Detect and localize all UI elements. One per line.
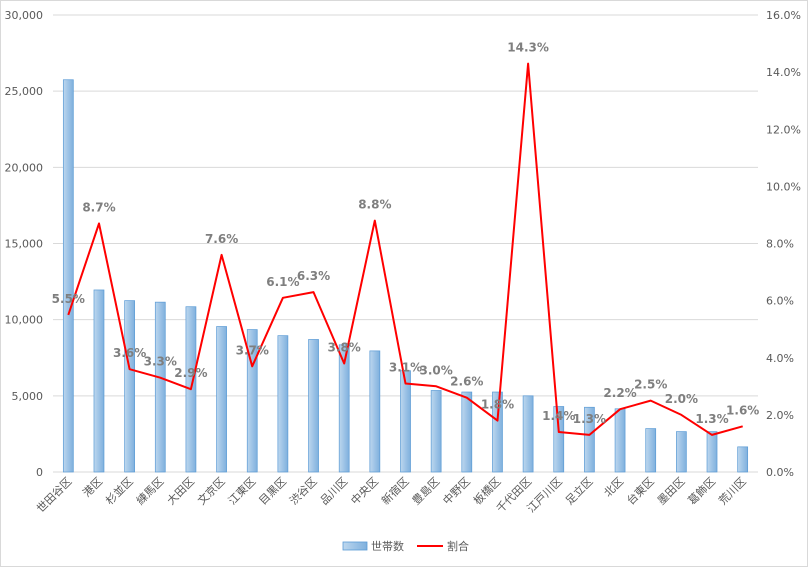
bar xyxy=(400,370,411,473)
category-label: 世田谷区 xyxy=(34,475,74,515)
left-tick-label: 10,000 xyxy=(5,314,44,327)
bar xyxy=(614,408,626,473)
right-tick-label: 14.0% xyxy=(766,66,801,79)
category-label: 北区 xyxy=(601,475,626,500)
data-label: 2.2% xyxy=(603,386,636,400)
bar xyxy=(369,350,381,473)
right-tick-label: 12.0% xyxy=(766,123,801,136)
left-tick-label: 5,000 xyxy=(12,390,44,403)
bar xyxy=(737,446,749,473)
data-label: 1.4% xyxy=(542,409,575,423)
left-tick-label: 0 xyxy=(36,466,43,479)
category-label: 江東区 xyxy=(226,475,259,508)
bar xyxy=(522,395,534,473)
data-label: 8.8% xyxy=(358,198,391,212)
right-tick-label: 8.0% xyxy=(766,238,794,251)
data-label: 2.5% xyxy=(634,378,667,392)
category-label: 品川区 xyxy=(318,475,351,508)
bar xyxy=(277,335,289,473)
data-label: 6.3% xyxy=(297,269,330,283)
right-tick-label: 4.0% xyxy=(766,352,794,365)
data-label: 2.6% xyxy=(450,375,483,389)
gridlines xyxy=(53,14,758,473)
bar xyxy=(93,289,105,473)
data-label: 3.7% xyxy=(236,343,269,357)
bar xyxy=(216,326,227,473)
bar-series xyxy=(62,79,749,473)
right-tick-label: 0.0% xyxy=(766,466,794,479)
bar xyxy=(338,344,350,473)
category-label: 葛飾区 xyxy=(686,475,719,508)
data-label: 2.9% xyxy=(174,366,207,380)
data-labels: 5.5% 8.7% 3.6%3.3%2.9% 7.6% 3.7% 6.1%6.3% 3.8%… xyxy=(52,41,760,426)
bar xyxy=(154,301,166,473)
category-label: 墨田区 xyxy=(655,475,688,508)
category-label: 練馬区 xyxy=(133,474,166,507)
category-label: 台東区 xyxy=(624,474,657,507)
line-series xyxy=(67,62,743,436)
left-axis: 0 5,000 10,000 15,000 20,000 25,000 30,000 xyxy=(5,9,44,479)
category-label: 文京区 xyxy=(194,474,227,507)
bar xyxy=(461,391,473,473)
left-tick-label: 15,000 xyxy=(5,238,44,251)
legend-bar-swatch xyxy=(342,541,368,551)
right-tick-label: 6.0% xyxy=(766,295,794,308)
legend-bar-label: 世帯数 xyxy=(371,540,404,553)
right-axis: 0.0% 2.0% 4.0% 6.0% 8.0% 10.0% 12.0% 14.0% 16.0% xyxy=(766,9,801,479)
category-axis: 世田谷区 港区杉並区練馬区大田区文京区江東区目黒区渋谷区品川区中央区新宿区豊島区中… xyxy=(34,474,749,515)
data-label: 1.3% xyxy=(695,412,728,426)
data-label: 3.6% xyxy=(113,346,146,360)
data-label: 1.8% xyxy=(481,398,514,412)
left-tick-label: 20,000 xyxy=(5,161,44,174)
data-label: 3.0% xyxy=(420,363,453,377)
category-label: 新宿区 xyxy=(378,474,411,507)
category-label: 荒川区 xyxy=(716,475,749,508)
category-label: 杉並区 xyxy=(103,474,136,507)
category-label: 港区 xyxy=(80,475,105,500)
data-label: 3.8% xyxy=(328,340,361,354)
data-label: 3.3% xyxy=(144,355,177,369)
bar xyxy=(676,431,687,473)
left-tick-label: 30,000 xyxy=(5,9,44,22)
right-tick-label: 16.0% xyxy=(766,9,801,22)
data-label: 1.3% xyxy=(573,412,606,426)
category-label: 渋谷区 xyxy=(287,475,320,508)
category-label: 目黒区 xyxy=(256,475,289,508)
left-tick-label: 25,000 xyxy=(5,85,44,98)
bar xyxy=(430,390,442,473)
ratio-line xyxy=(67,62,743,436)
bar xyxy=(706,431,718,473)
category-label: 大田区 xyxy=(164,474,197,507)
legend-line-label: 割合 xyxy=(447,539,469,553)
category-label: 豊島区 xyxy=(409,474,442,507)
right-tick-label: 2.0% xyxy=(766,409,794,422)
bar xyxy=(62,79,74,473)
bar xyxy=(124,300,135,473)
data-label: 6.1% xyxy=(266,275,299,289)
bar xyxy=(308,339,319,473)
bar xyxy=(246,329,258,473)
bar xyxy=(645,428,657,473)
legend: 世帯数 割合 xyxy=(342,539,469,553)
data-label: 2.0% xyxy=(665,392,698,406)
category-label: 足立区 xyxy=(562,474,595,507)
bar xyxy=(584,406,595,473)
data-label: 1.6% xyxy=(726,403,759,417)
bar xyxy=(553,406,565,473)
data-label: 7.6% xyxy=(205,232,238,246)
right-tick-label: 10.0% xyxy=(766,180,801,193)
bar xyxy=(492,391,503,473)
data-label: 14.3% xyxy=(507,41,549,55)
data-label: 3.1% xyxy=(389,360,422,374)
category-label: 中央区 xyxy=(348,475,381,508)
data-label: 5.5% xyxy=(52,292,85,306)
category-label: 中野区 xyxy=(440,475,473,508)
data-label: 8.7% xyxy=(82,201,115,215)
